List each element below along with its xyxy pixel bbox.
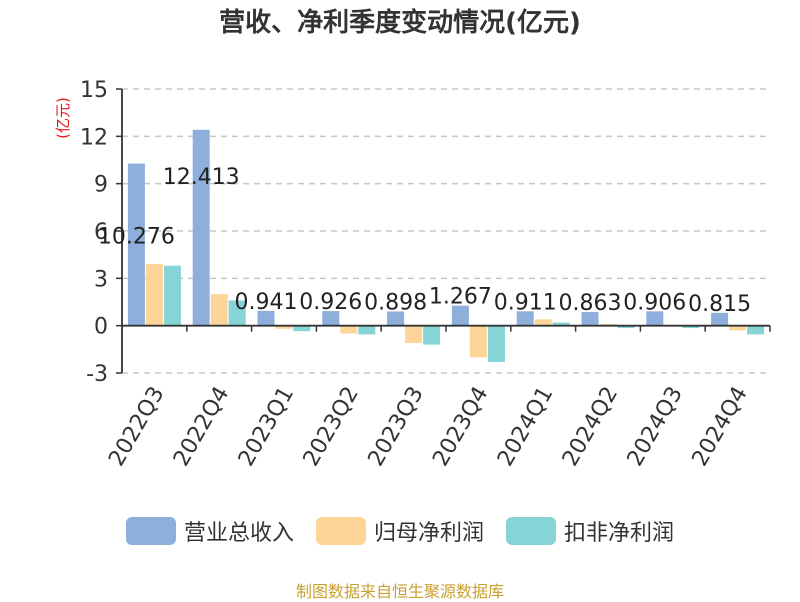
bar-adjusted-net-profit-2022Q3[interactable]	[163, 265, 181, 326]
legend: 营业总收入 归母净利润 扣非净利润	[0, 515, 800, 547]
legend-label: 扣非净利润	[564, 521, 675, 546]
bar-revenue-2023Q4[interactable]	[451, 305, 469, 326]
bar-net-profit-2023Q3[interactable]	[405, 325, 423, 344]
bar-adjusted-net-profit-2023Q3[interactable]	[423, 325, 441, 345]
legend-swatch	[315, 517, 366, 545]
y-tick-label: 12	[80, 125, 108, 150]
bar-adjusted-net-profit-2023Q1[interactable]	[293, 325, 311, 332]
data-label: 0.926	[299, 290, 362, 315]
bar-revenue-2022Q4[interactable]	[192, 129, 210, 326]
x-tick-label: 2023Q1	[234, 383, 299, 471]
data-label: 0.911	[494, 290, 557, 315]
grid-lines	[122, 88, 770, 374]
bar-revenue-2023Q2[interactable]	[322, 311, 340, 326]
bar-net-profit-2023Q2[interactable]	[340, 325, 358, 334]
bars	[127, 129, 765, 362]
legend-item-revenue[interactable]: 营业总收入	[125, 515, 294, 547]
bar-net-profit-2023Q1[interactable]	[275, 325, 293, 329]
x-tick-label: 2023Q2	[299, 383, 364, 471]
data-label: 1.267	[429, 285, 492, 310]
x-tick-label: 2024Q1	[493, 383, 558, 471]
y-axis-label: (亿元)	[54, 97, 72, 139]
y-tick-label: 6	[94, 220, 108, 245]
data-label: 12.413	[163, 165, 240, 190]
bar-adjusted-net-profit-2024Q2[interactable]	[617, 325, 635, 329]
legend-label: 归母净利润	[373, 521, 484, 546]
bar-revenue-2024Q3[interactable]	[646, 311, 664, 326]
x-tick-label: 2022Q3	[104, 383, 169, 471]
bar-adjusted-net-profit-2024Q3[interactable]	[682, 325, 700, 329]
legend-swatch	[125, 517, 176, 545]
bar-adjusted-net-profit-2024Q4[interactable]	[747, 325, 765, 335]
x-tick-label: 2023Q4	[428, 383, 493, 471]
bar-revenue-2024Q2[interactable]	[581, 312, 599, 326]
x-tick-label: 2024Q3	[623, 383, 688, 471]
data-label: 0.815	[688, 292, 751, 317]
x-tick-label: 2022Q4	[169, 383, 234, 471]
data-label: 0.898	[364, 290, 427, 315]
bar-net-profit-2022Q4[interactable]	[210, 294, 228, 326]
y-tick-label: 15	[80, 78, 108, 103]
legend-item-adjusted-net-profit[interactable]: 扣非净利润	[506, 515, 674, 547]
x-tick-label: 2024Q2	[558, 383, 623, 471]
bar-adjusted-net-profit-2022Q4[interactable]	[228, 300, 246, 326]
y-tick-label: -3	[86, 362, 108, 387]
bar-net-profit-2023Q4[interactable]	[469, 325, 487, 358]
source-note: 制图数据来自恒生聚源数据库	[295, 582, 504, 601]
bar-adjusted-net-profit-2024Q1[interactable]	[552, 322, 570, 326]
bar-revenue-2024Q4[interactable]	[711, 312, 729, 326]
bar-adjusted-net-profit-2023Q4[interactable]	[487, 325, 505, 362]
x-tick-label: 2023Q3	[363, 383, 428, 471]
bar-net-profit-2022Q3[interactable]	[145, 264, 163, 326]
x-tick-label: 2024Q4	[687, 383, 752, 471]
bar-revenue-2024Q1[interactable]	[516, 311, 534, 326]
legend-label: 营业总收入	[183, 521, 294, 546]
bar-adjusted-net-profit-2023Q2[interactable]	[358, 325, 376, 335]
data-label: 0.941	[235, 290, 298, 315]
bar-revenue-2023Q1[interactable]	[257, 310, 275, 326]
y-tick-label: 0	[94, 315, 108, 340]
bar-revenue-2022Q3[interactable]	[127, 163, 145, 326]
legend-swatch	[506, 517, 556, 545]
data-label: 0.863	[559, 291, 622, 316]
y-tick-label: 9	[94, 173, 108, 198]
legend-item-net-profit[interactable]: 归母净利润	[315, 515, 484, 547]
y-tick-label: 3	[94, 267, 108, 292]
data-label: 10.276	[98, 225, 175, 250]
bar-net-profit-2024Q1[interactable]	[534, 319, 552, 326]
bar-net-profit-2024Q4[interactable]	[729, 325, 747, 331]
data-label: 0.906	[623, 290, 686, 315]
chart-title: 营收、净利季度变动情况(亿元)	[219, 8, 581, 38]
bar-revenue-2023Q3[interactable]	[387, 311, 405, 326]
